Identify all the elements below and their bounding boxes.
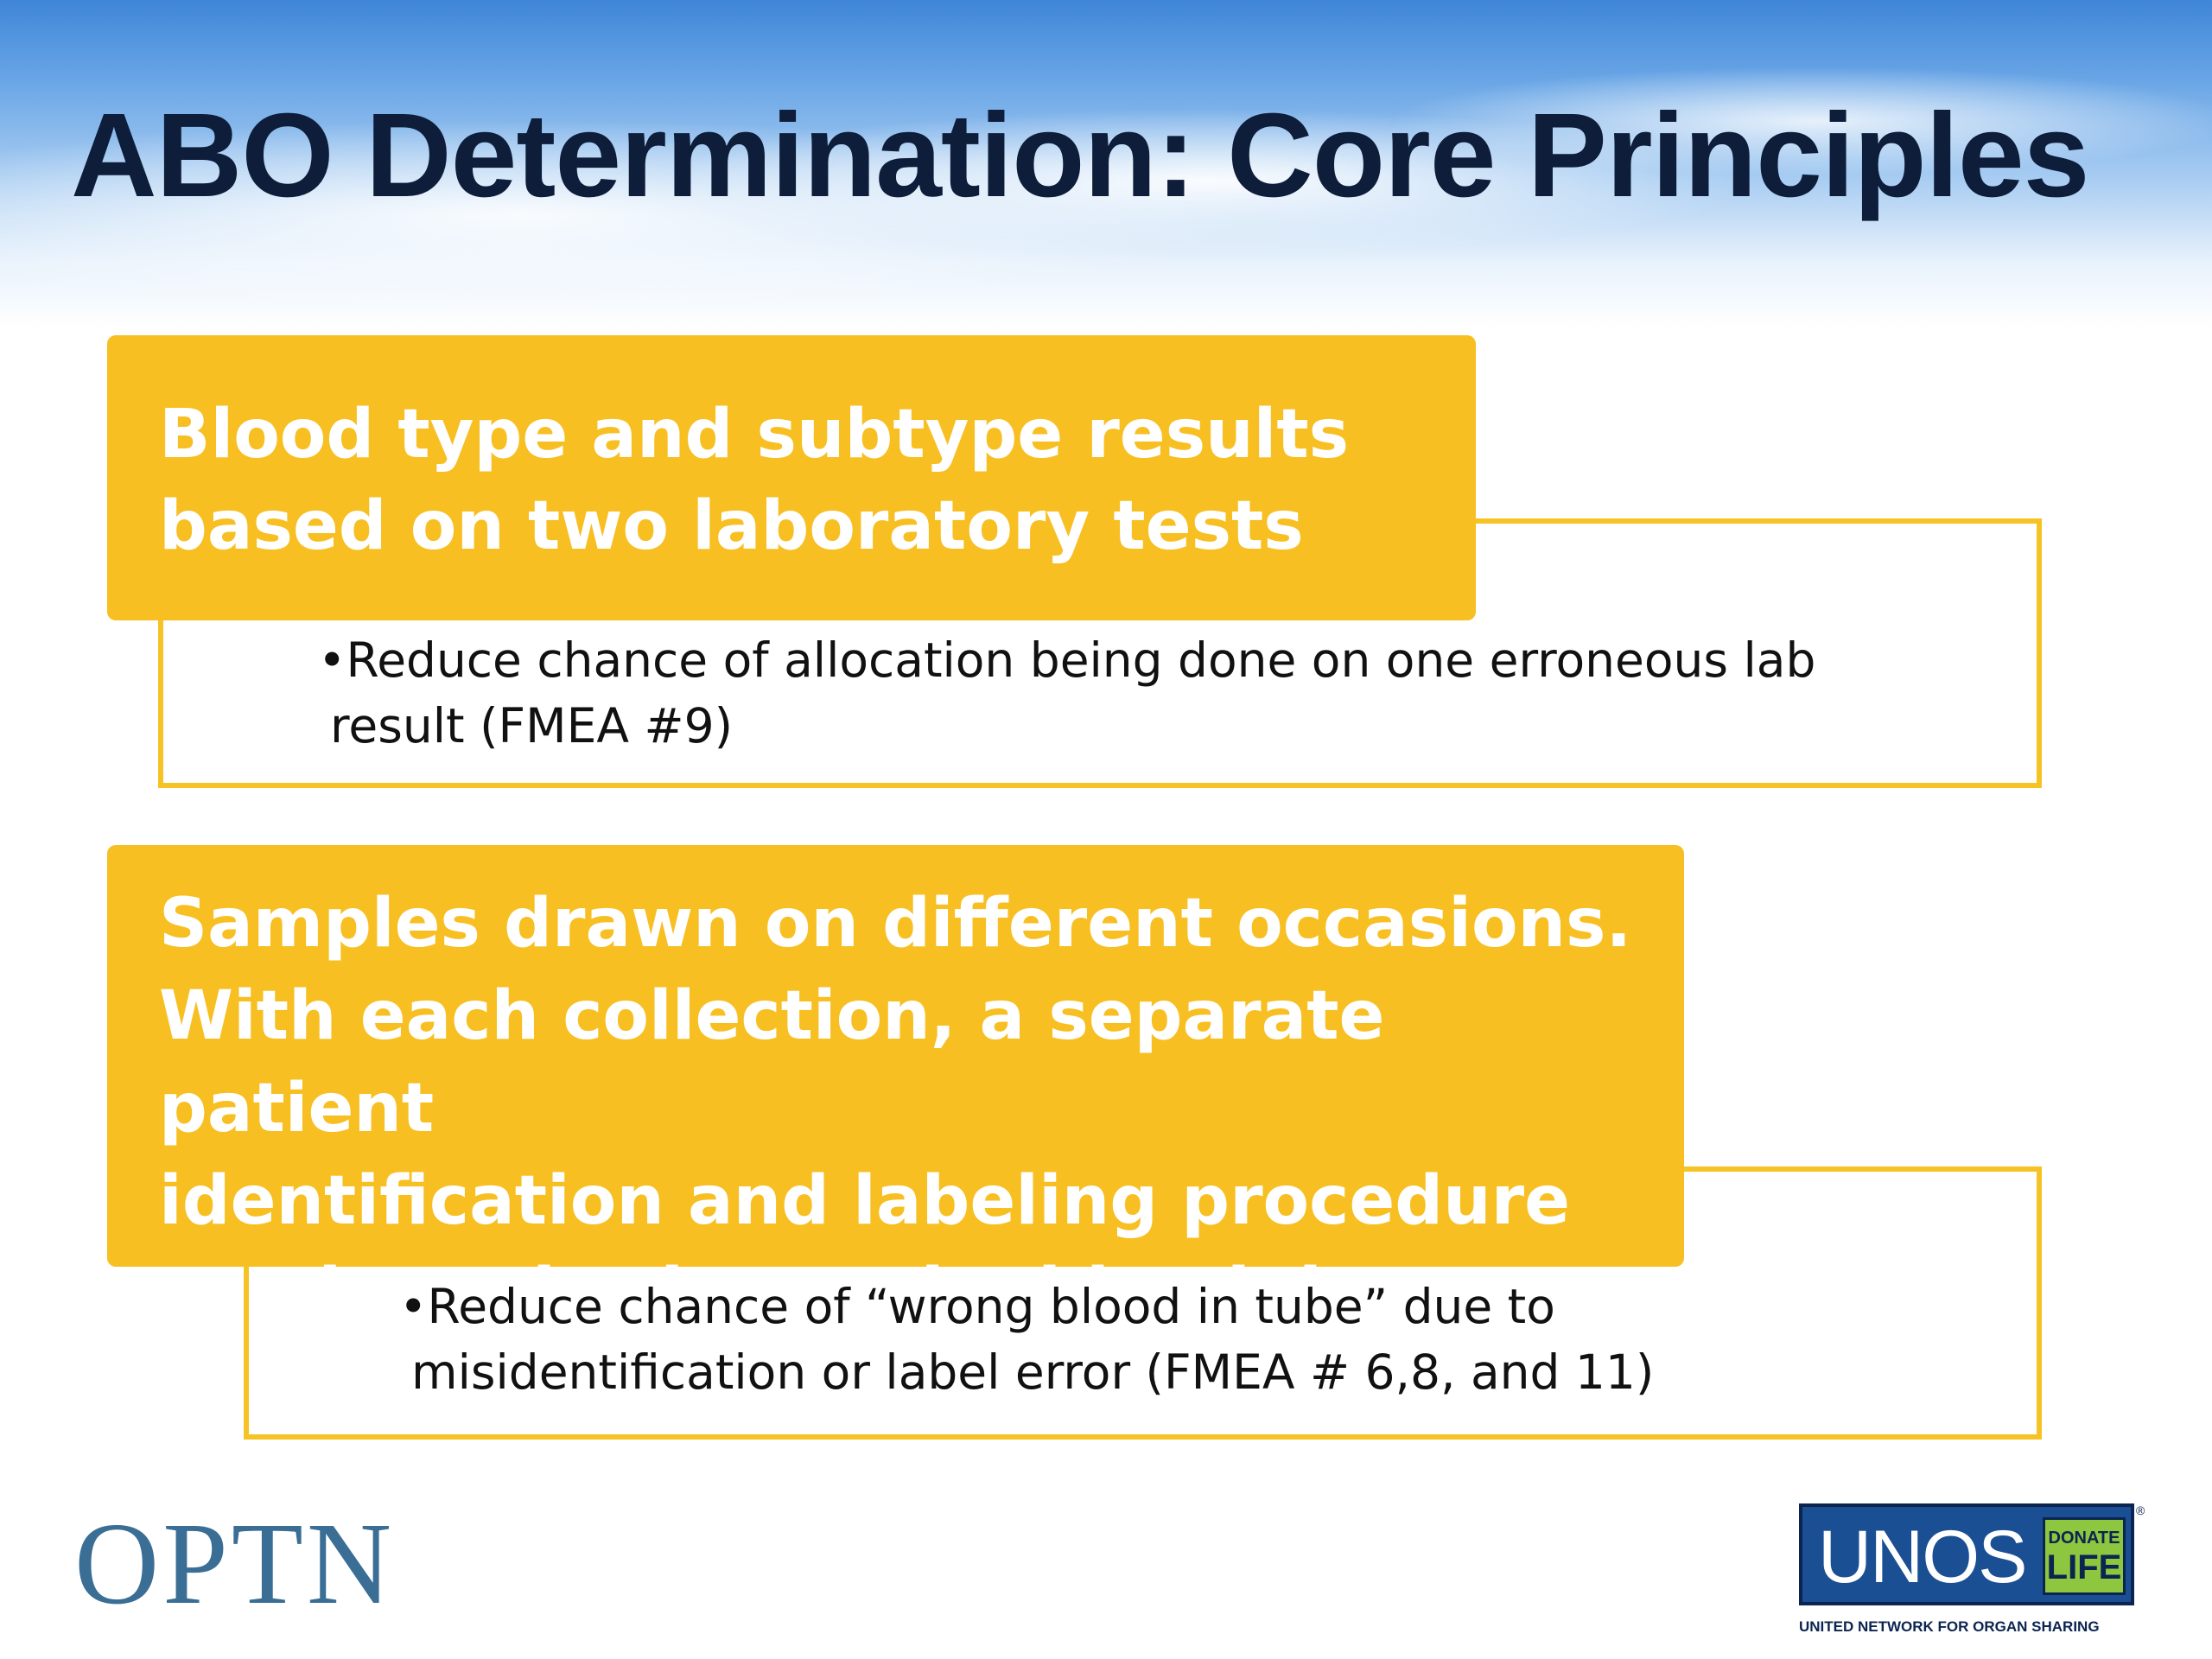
principle-2-bullet: •Reduce chance of “wrong blood in tube” … <box>399 1274 2006 1405</box>
bullet-marker: • <box>399 1279 428 1334</box>
principle-2-bullet-line-1: Reduce chance of “wrong blood in tube” d… <box>427 1279 1555 1334</box>
principle-1-bullet-line-1: Reduce chance of allocation being done o… <box>346 632 1816 688</box>
unos-tagline: UNITED NETWORK FOR ORGAN SHARING <box>1799 1618 2100 1635</box>
slide-title: ABO Determination: Core Principles <box>71 89 2089 222</box>
unos-donate-life-logo: UNOS DONATE LIFE ® UNITED NETWORK FOR OR… <box>1799 1503 2145 1642</box>
principle-1-banner: Blood type and subtype results based on … <box>107 335 1476 620</box>
principle-1-bullet: •Reduce chance of allocation being done … <box>318 627 1960 759</box>
principle-1-heading-line-2: based on two laboratory tests <box>159 487 1304 565</box>
principle-1-heading-line-1: Blood type and subtype results <box>159 396 1350 474</box>
optn-logo: OPTN <box>74 1499 396 1629</box>
donate-life-badge: DONATE LIFE <box>2043 1517 2126 1595</box>
life-text: LIFE <box>2046 1548 2122 1586</box>
principle-2-heading-line-2: With each collection, a separate patient <box>159 977 1385 1147</box>
unos-wordmark: UNOS <box>1818 1516 2027 1599</box>
bullet-marker: • <box>318 632 346 688</box>
unos-logo-box: UNOS DONATE LIFE <box>1799 1503 2134 1605</box>
principle-1-bullet-line-2: result (FMEA #9) <box>330 698 734 753</box>
sky-background <box>0 0 2212 328</box>
principle-2-heading-line-1: Samples drawn on different occasions. <box>159 885 1632 963</box>
principle-2-bullet-line-2: misidentification or label error (FMEA #… <box>411 1344 1655 1400</box>
donate-text: DONATE <box>2048 1529 2120 1548</box>
principle-2-banner: Samples drawn on different occasions. Wi… <box>107 845 1684 1332</box>
principle-2-heading-line-3: identification and labeling procedure <box>159 1162 1571 1240</box>
registered-mark: ® <box>2136 1503 2145 1517</box>
principle-2-heading-line-4: conducted prior to the blood draw <box>159 1255 1464 1332</box>
